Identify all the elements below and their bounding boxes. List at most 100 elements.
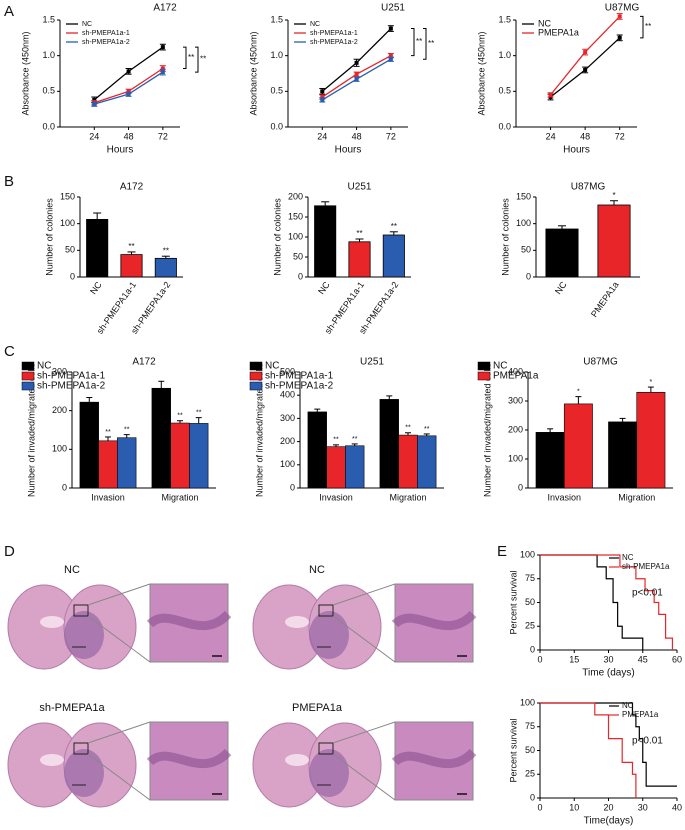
bar <box>79 401 99 489</box>
bar <box>151 387 171 489</box>
chart-title: A172 <box>153 3 177 14</box>
bar <box>326 446 346 489</box>
legend-label: sh-PMEPA1a-2 <box>265 381 334 392</box>
legend-swatch <box>249 361 263 371</box>
significance: ** <box>333 437 339 444</box>
y-tick-label: 1.0 <box>42 50 55 60</box>
legend-label: NC <box>265 361 279 372</box>
chart-title: U87MG <box>583 357 618 368</box>
x-tick-label: 20 <box>603 802 613 812</box>
y-tick-label: 0 <box>530 792 535 802</box>
tumor <box>309 749 349 797</box>
point <box>160 66 165 71</box>
bar <box>398 434 418 489</box>
tissue-texture <box>146 748 232 769</box>
bar <box>314 205 337 278</box>
significance-bracket <box>183 46 187 70</box>
y-tick-label: 200 <box>280 436 295 446</box>
x-tick-label: 24 <box>89 131 99 141</box>
y-tick-label: 0 <box>290 482 295 492</box>
roi-box <box>73 742 89 755</box>
significance: ** <box>405 425 411 432</box>
y-tick-label: 0 <box>70 271 75 281</box>
y-axis-label: Number of invaded/migrated cells <box>26 362 36 497</box>
point <box>320 89 325 94</box>
significance: ** <box>188 53 194 62</box>
x-tick-label: 48 <box>352 131 362 141</box>
y-axis-label: Number of invaded/migrated cells <box>254 362 264 497</box>
y-axis-label: Number of invaded/migrated cells <box>482 362 492 497</box>
panel-label: A <box>4 3 14 20</box>
chart-title: U251 <box>348 182 372 193</box>
legend-label: sh-PMEPA1a-1 <box>310 30 358 37</box>
y-tick-label: 50 <box>525 745 535 755</box>
significance-bracket <box>640 15 644 39</box>
x-axis-label: Hours <box>335 145 362 156</box>
point <box>320 95 325 100</box>
chart-title: U87MG <box>605 3 640 14</box>
significance-bracket <box>423 28 427 60</box>
significance: ** <box>163 246 169 255</box>
significance: ** <box>416 37 422 46</box>
y-tick-label: 25 <box>525 621 535 631</box>
bar <box>170 422 190 489</box>
tumor <box>64 611 104 659</box>
tissue-texture <box>391 610 477 631</box>
x-tick-label: 0 <box>537 802 542 812</box>
legend-swatch <box>477 361 491 371</box>
point <box>160 70 165 75</box>
bar <box>608 421 638 489</box>
y-tick-label: 100 <box>508 453 523 463</box>
roi-box <box>318 604 334 617</box>
significance: ** <box>196 409 202 416</box>
zoom-line <box>332 721 396 744</box>
legend-label: sh-PMEPA1a-2 <box>310 39 358 46</box>
x-tick-label: NC <box>553 279 569 296</box>
tumor <box>64 749 104 797</box>
y-tick-label: 0 <box>298 271 303 281</box>
point <box>320 97 325 102</box>
legend-label: sh-PMEPA1a <box>622 562 670 571</box>
brain-section <box>7 583 232 670</box>
zoom-line <box>87 583 151 606</box>
survival-line <box>540 554 674 650</box>
x-axis-label: Hours <box>563 145 590 156</box>
legend-label: sh-PMEPA1a-1 <box>82 30 130 37</box>
x-tick-label: 15 <box>569 654 579 664</box>
significance: ** <box>352 436 358 443</box>
y-tick-label: 200 <box>52 405 67 415</box>
significance: ** <box>177 413 183 420</box>
x-tick-label: 30 <box>638 802 648 812</box>
point <box>354 77 359 82</box>
x-tick-label: 24 <box>546 131 556 141</box>
point <box>126 69 131 74</box>
ventricle <box>40 754 64 766</box>
x-tick-label: 0 <box>537 654 542 664</box>
y-tick-label: 50 <box>521 245 531 255</box>
panel-label: E <box>497 543 507 560</box>
zoom-line <box>87 753 151 801</box>
y-axis-label: Percent survival <box>508 570 518 634</box>
y-tick-label: 300 <box>508 395 523 405</box>
point <box>548 92 553 97</box>
y-tick-label: 100 <box>520 697 535 707</box>
legend-swatch <box>249 371 263 381</box>
ventricle <box>40 616 64 628</box>
bar <box>563 403 593 489</box>
significance: ** <box>391 222 397 231</box>
panel-label: C <box>4 343 15 360</box>
ventricle <box>285 754 309 766</box>
image-label: sh-PMEPA1a <box>39 702 105 714</box>
point <box>354 72 359 77</box>
y-tick-label: 0.5 <box>498 86 511 96</box>
point <box>617 14 622 19</box>
y-tick-label: 400 <box>280 390 295 400</box>
x-tick-label: NC <box>88 279 104 296</box>
point <box>354 60 359 65</box>
image-label: NC <box>309 564 325 576</box>
bar <box>417 435 437 489</box>
x-tick-label: Migration <box>161 492 198 502</box>
legend-swatch <box>21 361 35 371</box>
panel-label: D <box>4 543 15 560</box>
y-tick-label: 100 <box>280 459 295 469</box>
